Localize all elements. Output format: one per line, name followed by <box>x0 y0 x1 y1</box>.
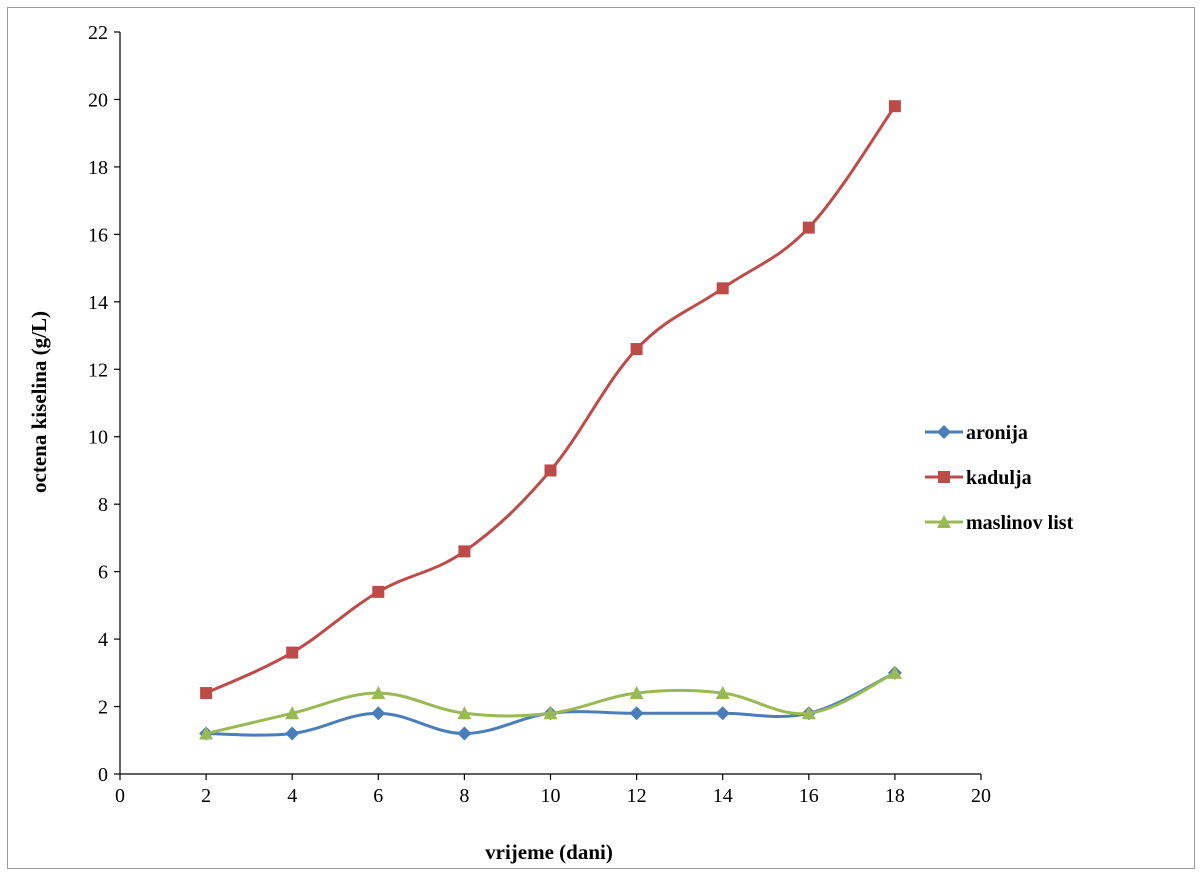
series-maslinov-list <box>199 665 902 740</box>
data-point <box>802 221 815 234</box>
y-tick-label: 10 <box>88 427 108 449</box>
y-tick-label: 18 <box>88 157 108 179</box>
data-point <box>285 706 300 720</box>
y-tick-label: 2 <box>98 697 108 719</box>
y-tick-label: 8 <box>98 494 108 516</box>
data-point <box>200 687 213 700</box>
x-tick-label: 12 <box>627 785 647 807</box>
x-tick-label: 16 <box>799 785 819 807</box>
legend-item: maslinov list <box>925 512 1074 534</box>
x-tick-label: 0 <box>115 785 125 807</box>
data-point <box>629 686 644 700</box>
legend-label: maslinov list <box>966 512 1074 534</box>
y-tick-label: 16 <box>88 224 108 246</box>
data-point <box>715 706 730 721</box>
data-point <box>285 726 300 741</box>
y-tick-label: 4 <box>98 629 108 651</box>
data-point <box>887 665 902 679</box>
data-point <box>286 646 299 659</box>
data-point <box>716 282 729 295</box>
legend-marker <box>937 425 951 439</box>
series-layer <box>199 100 902 741</box>
series-line <box>205 105 897 695</box>
y-tick-label: 22 <box>88 22 108 44</box>
data-point <box>543 706 558 720</box>
x-axis-title: vrijeme (dani) <box>485 840 613 864</box>
series-aronija <box>199 665 902 741</box>
x-tick-label: 6 <box>373 785 383 807</box>
data-point <box>371 686 386 700</box>
chart-frame <box>7 7 1195 869</box>
data-point <box>457 706 472 720</box>
data-point <box>458 545 471 558</box>
data-point <box>630 343 643 356</box>
y-tick-label: 0 <box>98 764 108 786</box>
x-tick-label: 10 <box>541 785 561 807</box>
legend-label: kadulja <box>966 467 1032 489</box>
legend-item: aronija <box>925 422 1028 444</box>
y-axis-title: octena kiselina (g/L) <box>27 311 51 493</box>
x-tick-label: 20 <box>971 785 991 807</box>
data-point <box>457 726 472 741</box>
legend-marker <box>937 515 951 528</box>
y-tick-label: 20 <box>88 89 108 111</box>
y-tick-label: 12 <box>88 359 108 381</box>
series-line <box>206 671 896 737</box>
data-point <box>888 100 901 113</box>
x-tick-label: 2 <box>201 785 211 807</box>
data-point <box>372 585 385 598</box>
y-tick-label: 6 <box>98 562 108 584</box>
data-point <box>199 726 214 740</box>
legend-label: aronija <box>966 422 1028 444</box>
series-kadulja <box>200 100 901 700</box>
series-line <box>205 671 896 735</box>
legend-item: kadulja <box>925 467 1032 489</box>
x-tick-label: 14 <box>713 785 733 807</box>
legend: aronija kadulja maslinov list <box>925 422 1074 534</box>
y-tick-label: 14 <box>88 292 108 314</box>
x-tick-label: 4 <box>287 785 297 807</box>
x-tick-label: 18 <box>885 785 905 807</box>
data-point <box>629 706 644 721</box>
data-point <box>371 706 386 721</box>
data-point <box>715 686 730 700</box>
x-tick-label: 8 <box>459 785 469 807</box>
data-point <box>801 706 816 720</box>
axes: 0 2 4 6 8 10 12 14 16 18 20 22 0 2 4 6 8 10 12 14 16 18 20 <box>88 22 991 807</box>
data-point <box>544 464 557 477</box>
legend-marker <box>938 471 950 483</box>
